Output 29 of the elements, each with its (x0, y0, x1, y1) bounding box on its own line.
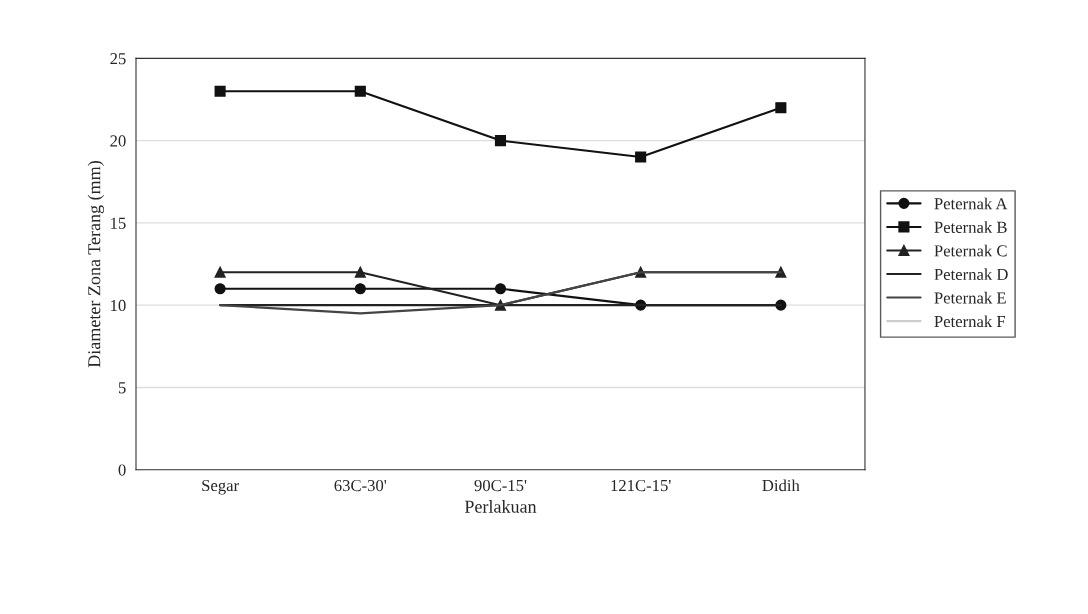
x-tick-label: Didih (762, 479, 800, 492)
x-tick-label: Segar (202, 479, 239, 495)
point (635, 151, 647, 163)
point (494, 283, 507, 295)
y-tick-label: 5 (118, 382, 126, 394)
y-tick-label: 10 (111, 299, 126, 312)
y-tick-label: 0 (118, 464, 126, 476)
legend-label: Peternak E (934, 291, 1006, 304)
y-tick-label: 20 (110, 135, 126, 147)
point (494, 135, 507, 147)
y-axis-title: Diameter Zona Terang (mm) (87, 161, 105, 368)
point (214, 85, 226, 97)
legend-label: Peternak F (934, 315, 1006, 328)
point (354, 283, 366, 295)
x-tick-label: 63C-30' (334, 479, 387, 492)
point (775, 102, 787, 114)
point (214, 283, 226, 295)
legend-label: Peternak D (934, 268, 1008, 281)
point (354, 85, 366, 97)
legend-label: Peternak B (934, 221, 1007, 233)
legend-label: Peternak C (934, 244, 1007, 257)
x-axis-title: Perlakuan (464, 500, 537, 513)
x-tick-label: 121C-15' (611, 479, 671, 492)
y-tick-label: 15 (111, 217, 126, 229)
y-tick-label: 25 (110, 53, 126, 65)
x-tick-label: 90C-15' (474, 479, 527, 492)
legend-label: Peternak A (934, 197, 1008, 210)
point (214, 266, 226, 278)
point (354, 266, 366, 278)
